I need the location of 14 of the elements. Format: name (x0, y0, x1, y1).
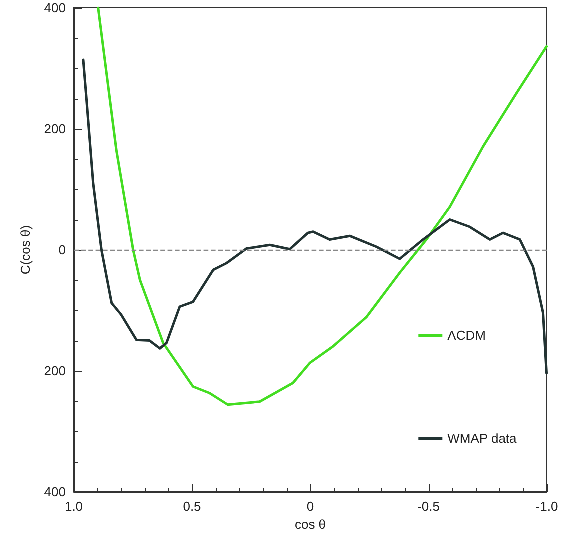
x-tick-label: 1.0 (64, 499, 84, 514)
y-tick-label: 0 (58, 242, 66, 258)
x-tick-label: -1.0 (536, 499, 558, 514)
x-axis-title: cos θ (294, 517, 326, 532)
y-axis-title: C(cos θ) (18, 225, 33, 275)
x-tick-label: 0 (306, 499, 314, 514)
legend-label: WMAP data (448, 431, 518, 446)
legend-label: ΛCDM (448, 328, 486, 343)
y-tick-label: 400 (44, 484, 66, 500)
y-tick-label: 200 (44, 122, 66, 136)
x-tick-label: 0.5 (183, 499, 202, 514)
y-tick-label: 400 (44, 0, 66, 16)
x-tick-label: -0.5 (418, 499, 440, 514)
y-tick-label: 200 (44, 364, 66, 378)
